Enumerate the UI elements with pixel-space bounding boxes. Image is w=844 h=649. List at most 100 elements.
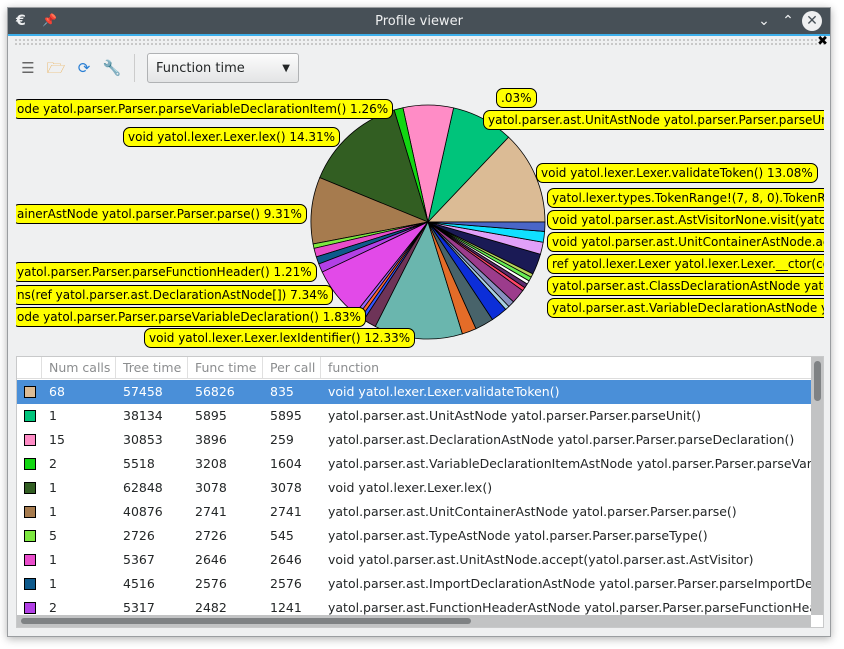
num-calls-cell: 2: [49, 456, 57, 471]
function-cell: yatol.parser.ast.UnitContainerAstNode ya…: [328, 504, 737, 519]
folder-open-icon[interactable]: 🗁: [46, 59, 66, 77]
func-time-cell: 2576: [195, 576, 227, 591]
table-row[interactable]: 2 5518 3208 1604 yatol.parser.ast.VariableDe…: [17, 452, 811, 476]
function-cell: yatol.parser.ast.FunctionHeaderAstNode y…: [328, 600, 811, 615]
column-header[interactable]: Per call: [263, 357, 321, 378]
tree-time-cell: 57458: [123, 384, 163, 399]
color-swatch: [17, 428, 42, 452]
window-title: Profile viewer: [375, 14, 463, 29]
pie-slice[interactable]: [374, 220, 463, 340]
minimize-button[interactable]: ⌄: [758, 13, 770, 29]
table-header: Num calls Tree time Func time Per call funct…: [17, 357, 823, 379]
tree-time-cell: 62848: [123, 480, 163, 495]
table-row[interactable]: 1 38134 5895 5895 yatol.parser.ast.UnitAstNo…: [17, 404, 811, 428]
func-time-cell: 2726: [195, 528, 227, 543]
column-header[interactable]: Func time: [188, 357, 263, 378]
num-calls-cell: 1: [49, 408, 57, 423]
num-calls-cell: 68: [49, 384, 65, 399]
function-cell: void yatol.lexer.Lexer.validateToken(): [328, 384, 560, 399]
table-row[interactable]: 5 2726 2726 545 yatol.parser.ast.TypeAstNode…: [17, 524, 811, 548]
swatch-box: [24, 602, 36, 614]
table-row[interactable]: 68 57458 56826 835 void yatol.lexer.Lexer.va…: [17, 380, 811, 404]
function-table: Num calls Tree time Func time Per call funct…: [16, 356, 824, 628]
slice-label: yatol.parser.Parser.parseFunctionHeader(…: [16, 262, 317, 282]
num-calls-cell: 2: [49, 600, 57, 615]
swatch-box: [24, 482, 36, 494]
column-header[interactable]: Num calls: [42, 357, 116, 378]
function-cell: yatol.parser.ast.TypeAstNode yatol.parse…: [328, 528, 708, 543]
per-call-cell: 3078: [270, 480, 302, 495]
slice-label: void yatol.lexer.Lexer.lexIdentifier() 1…: [144, 328, 416, 348]
title-bar: € 📌 Profile viewer ⌄ ⌃ ✕: [8, 8, 830, 36]
num-calls-cell: 5: [49, 528, 57, 543]
func-time-cell: 2482: [195, 600, 227, 615]
function-cell: void yatol.parser.ast.UnitAstNode.accept…: [328, 552, 754, 567]
column-header[interactable]: Tree time: [116, 357, 188, 378]
function-cell: yatol.parser.ast.DeclarationAstNode yato…: [328, 432, 795, 447]
tree-time-cell: 40876: [123, 504, 163, 519]
num-calls-cell: 15: [49, 432, 65, 447]
color-swatch: [17, 476, 42, 500]
column-header[interactable]: [17, 357, 42, 378]
app-icon: €: [16, 13, 26, 29]
func-time-cell: 56826: [195, 384, 235, 399]
vertical-scrollbar[interactable]: [811, 357, 823, 615]
swatch-box: [24, 530, 36, 542]
slice-label: yatol.parser.ast.UnitAstNode yatol.parse…: [483, 110, 824, 130]
metric-select[interactable]: Function time ▼: [147, 53, 299, 83]
dock-handle[interactable]: [14, 38, 826, 46]
swatch-box: [24, 458, 36, 470]
num-calls-cell: 1: [49, 480, 57, 495]
color-swatch: [17, 572, 42, 596]
swatch-box: [24, 386, 36, 398]
tree-time-cell: 5367: [123, 552, 155, 567]
swatch-box: [24, 506, 36, 518]
pie-slice[interactable]: [427, 221, 546, 232]
slice-label: ainerAstNode yatol.parser.Parser.parse()…: [16, 204, 307, 224]
column-header[interactable]: function: [321, 357, 823, 378]
color-swatch: [17, 524, 42, 548]
func-time-cell: 3078: [195, 480, 227, 495]
slice-label: ref yatol.lexer.Lexer yatol.lexer.Lexer.…: [547, 254, 824, 274]
color-swatch: [17, 380, 42, 404]
toolbar-separator: [134, 54, 135, 82]
document-icon[interactable]: ☰: [21, 59, 35, 77]
num-calls-cell: 1: [49, 576, 57, 591]
vertical-scroll-thumb[interactable]: [814, 361, 821, 401]
refresh-icon[interactable]: ⟳: [77, 59, 91, 77]
horizontal-scrollbar[interactable]: [17, 615, 811, 627]
wrench-icon[interactable]: 🔧: [102, 59, 122, 77]
swatch-box: [24, 410, 36, 422]
tree-time-cell: 30853: [123, 432, 163, 447]
per-call-cell: 5895: [270, 408, 302, 423]
slice-label: void yatol.lexer.Lexer.validateToken() 1…: [536, 163, 818, 183]
function-cell: yatol.parser.ast.ImportDeclarationAstNod…: [328, 576, 811, 591]
swatch-box: [24, 434, 36, 446]
per-call-cell: 2741: [270, 504, 302, 519]
table-row[interactable]: 15 30853 3896 259 yatol.parser.ast.Declarati…: [17, 428, 811, 452]
toolbar: ☰ 🗁 ⟳ 🔧 Function time ▼: [18, 52, 299, 84]
per-call-cell: 1604: [270, 456, 302, 471]
close-button[interactable]: ✕: [802, 11, 822, 31]
func-time-cell: 2646: [195, 552, 227, 567]
pin-icon[interactable]: 📌: [42, 13, 57, 27]
metric-select-value: Function time: [156, 60, 245, 76]
maximize-button[interactable]: ⌃: [782, 13, 794, 29]
color-swatch: [17, 548, 42, 572]
table-row[interactable]: 2 5317 2482 1241 yatol.parser.ast.FunctionHe…: [17, 596, 811, 615]
table-row[interactable]: 1 62848 3078 3078 void yatol.lexer.Lexer.lex…: [17, 476, 811, 500]
slice-label: ns(ref yatol.parser.ast.DeclarationAstNo…: [16, 285, 334, 305]
profile-viewer-window: € 📌 Profile viewer ⌄ ⌃ ✕ ✖ ☰ 🗁 ⟳ 🔧 Funct…: [7, 7, 831, 637]
horizontal-scroll-thumb[interactable]: [21, 618, 471, 624]
pie-slice[interactable]: [427, 136, 546, 223]
slice-label: yatol.parser.ast.VariableDeclarationAstN…: [547, 298, 824, 318]
function-cell: yatol.parser.ast.UnitAstNode yatol.parse…: [328, 408, 702, 423]
table-row[interactable]: 1 5367 2646 2646 void yatol.parser.ast.UnitA…: [17, 548, 811, 572]
table-row[interactable]: 1 4516 2576 2576 yatol.parser.ast.ImportDecl…: [17, 572, 811, 596]
color-swatch: [17, 452, 42, 476]
dock-close-icon[interactable]: ✖: [817, 34, 828, 49]
slice-label: void yatol.parser.ast.UnitContainerAstNo…: [547, 232, 824, 252]
num-calls-cell: 1: [49, 504, 57, 519]
per-call-cell: 259: [270, 432, 294, 447]
table-row[interactable]: 1 40876 2741 2741 yatol.parser.ast.UnitConta…: [17, 500, 811, 524]
